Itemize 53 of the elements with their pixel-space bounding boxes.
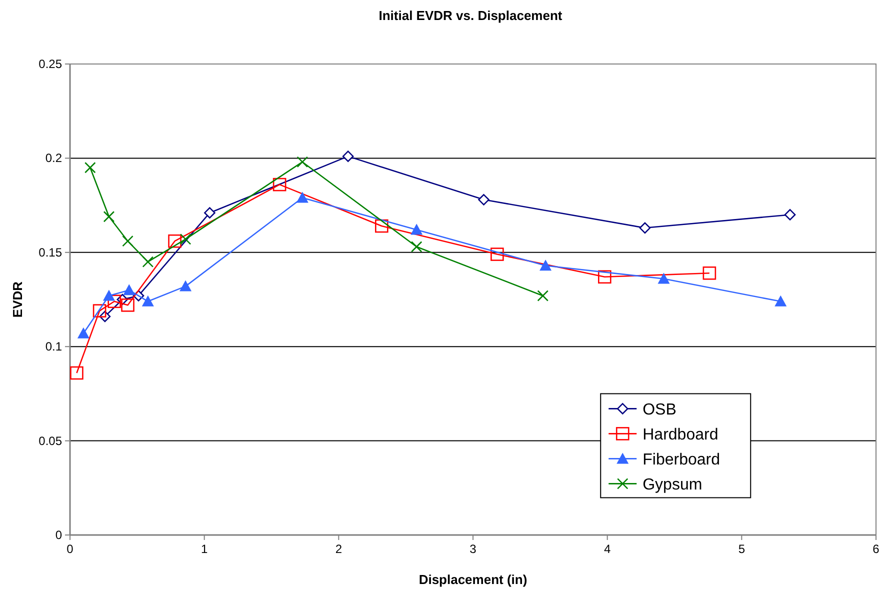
point (490, 248, 504, 261)
point (410, 241, 422, 252)
point (702, 266, 716, 280)
point (142, 256, 154, 268)
y-axis-title: EVDR (10, 280, 25, 318)
point (478, 194, 490, 206)
y-tick-label: 0 (55, 528, 62, 542)
point (180, 280, 192, 292)
point (658, 272, 670, 284)
point (123, 284, 136, 296)
point (84, 162, 96, 174)
y-tick-label: 0.25 (38, 57, 62, 71)
x-axis-title: Displacement (in) (418, 572, 528, 587)
x-tick-label: 6 (872, 542, 880, 556)
chart-title: Initial EVDR vs. Displacement (378, 8, 563, 23)
point (180, 234, 192, 245)
x-tick-label: 1 (200, 542, 208, 556)
point (168, 234, 182, 248)
x-tick-label: 2 (335, 542, 342, 556)
point (92, 304, 106, 318)
point (204, 207, 216, 218)
point (774, 295, 787, 306)
legend-label: Fiberboard (642, 452, 720, 469)
point (121, 298, 134, 312)
point (70, 366, 84, 380)
point (142, 295, 154, 306)
point (103, 210, 115, 222)
y-tick-label: 0.05 (38, 434, 62, 448)
x-tick-label: 4 (604, 542, 611, 556)
point (342, 150, 354, 162)
point (598, 270, 612, 284)
legend-label: Gypsum (642, 476, 702, 494)
x-tick-label: 5 (738, 542, 746, 556)
point (537, 290, 549, 302)
point (784, 209, 796, 220)
x-tick-label: 0 (66, 542, 74, 556)
y-tick-label: 0.2 (45, 151, 62, 166)
point (122, 235, 134, 247)
legend-label: OSB (642, 402, 676, 419)
point (77, 327, 90, 338)
x-tick-label: 3 (470, 542, 477, 556)
y-tick-label: 0.15 (38, 245, 62, 260)
point (108, 294, 121, 308)
point (410, 224, 423, 235)
point (639, 222, 651, 234)
point (296, 156, 308, 168)
point (375, 219, 388, 233)
point (540, 260, 552, 271)
point (272, 178, 286, 192)
legend-label: Hardboard (642, 426, 718, 444)
y-tick-label: 0.1 (45, 340, 62, 354)
point (296, 192, 308, 203)
point (102, 290, 115, 301)
